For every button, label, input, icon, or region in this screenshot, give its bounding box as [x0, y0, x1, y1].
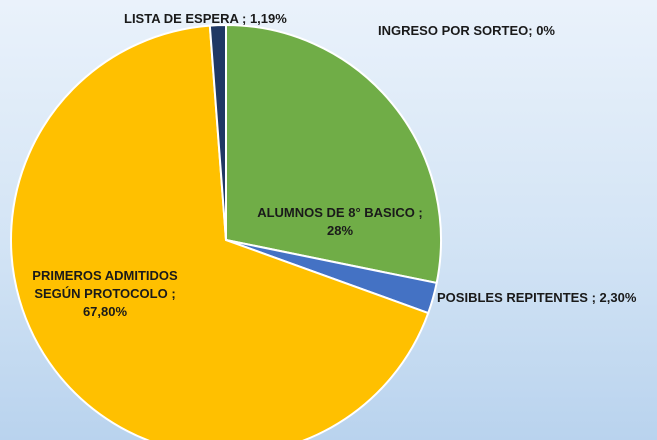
value-label: 67,80% [82, 304, 128, 319]
data-label: LISTA DE ESPERA ; 1,19% [124, 10, 287, 28]
category-label: ALUMNOS DE 8° BASICO ; [257, 205, 423, 220]
value-label: 1,19% [249, 11, 287, 26]
pie-slice [10, 24, 430, 440]
value-label: 2,30% [599, 290, 637, 305]
pie-slice [225, 23, 442, 285]
category-label: PRIMEROS ADMITIDOS SEGÚN PROTOCOLO ; [32, 268, 178, 301]
data-label: PRIMEROS ADMITIDOS SEGÚN PROTOCOLO ; 67,8… [15, 267, 195, 321]
category-label: POSIBLES REPITENTES ; [437, 290, 596, 305]
category-label: LISTA DE ESPERA ; [124, 11, 247, 26]
data-label: ALUMNOS DE 8° BASICO ; 28% [240, 204, 440, 240]
category-label: INGRESO POR SORTEO; [378, 23, 533, 38]
value-label: 28% [326, 223, 354, 238]
pie-slice [208, 23, 227, 241]
data-label: POSIBLES REPITENTES ; 2,30% [437, 289, 636, 307]
data-label: INGRESO POR SORTEO; 0% [378, 22, 555, 40]
value-label: 0% [536, 23, 555, 38]
